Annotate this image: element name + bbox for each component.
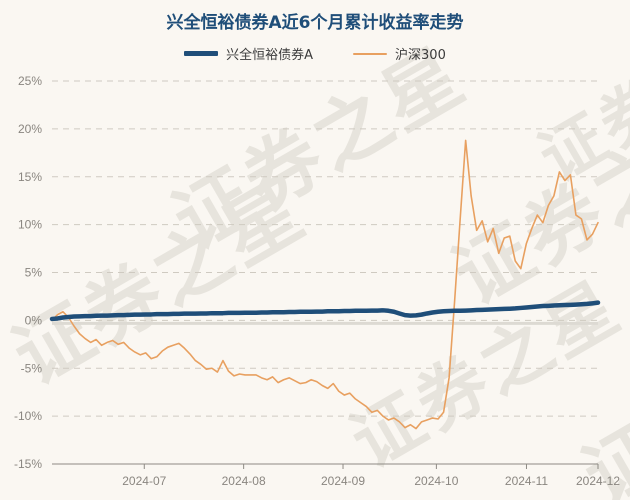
x-tick-label: 2024-07: [122, 474, 166, 488]
y-tick-label: 25%: [18, 74, 42, 88]
legend-label-benchmark: 沪深300: [395, 48, 446, 63]
legend-label-fund: 兴全恒裕债券A: [226, 48, 314, 63]
x-tick-label: 2024-11: [505, 474, 548, 488]
x-tick-label: 2024-09: [321, 474, 365, 488]
x-tick-label: 2024-12: [576, 474, 620, 488]
y-tick-label: 15%: [18, 170, 42, 184]
legend-item-benchmark[interactable]: 沪深300: [353, 44, 446, 63]
y-tick-label: -15%: [14, 457, 42, 471]
series-line-fund: [49, 300, 601, 322]
x-tick-label: 2024-10: [414, 474, 458, 488]
y-tick-label: -5%: [21, 361, 43, 375]
x-axis: [52, 463, 599, 469]
y-tick-label: 0%: [25, 313, 43, 327]
legend-swatch-benchmark: [353, 52, 388, 55]
y-tick-label: 10%: [18, 218, 42, 232]
x-axis-ticks: 2024-07 2024-08 2024-09 2024-10 2024-11 2024-…: [122, 474, 620, 488]
y-tick-label: 5%: [25, 266, 43, 280]
y-tick-label: 20%: [18, 122, 42, 136]
legend-item-fund[interactable]: 兴全恒裕债券A: [184, 44, 313, 63]
y-axis-ticks: 25% 20% 15% 10% 5% 0% -5% -10% -15%: [14, 74, 42, 471]
gridlines: [52, 80, 598, 417]
chart-legend: 兴全恒裕债券A 沪深300: [0, 44, 630, 63]
series-line-benchmark: [51, 139, 599, 430]
x-tick-label: 2024-08: [222, 474, 266, 488]
series-layer: [49, 139, 601, 430]
y-tick-label: -10%: [14, 409, 42, 423]
legend-swatch-fund: [184, 51, 219, 56]
chart-title: 兴全恒裕债券A近6个月累计收益率走势: [166, 13, 464, 33]
